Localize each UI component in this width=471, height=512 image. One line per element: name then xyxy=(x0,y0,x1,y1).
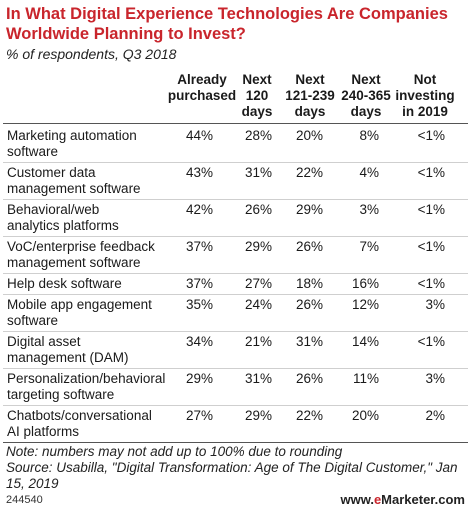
row-label: Digital asset management (DAM) xyxy=(7,334,129,365)
table-cell: 37% xyxy=(185,276,213,291)
table-cell: 29% xyxy=(295,202,323,217)
table-cell: 22% xyxy=(295,165,323,180)
table-cell: 18% xyxy=(295,276,323,291)
row-label: Marketing automation software xyxy=(7,128,137,159)
table-cell: <1% xyxy=(417,239,445,254)
column-header: Next 240-365 days xyxy=(341,72,391,119)
source-note: Source: Usabilla, "Digital Transformatio… xyxy=(6,460,458,491)
row-divider xyxy=(3,273,468,274)
table-cell: 3% xyxy=(359,202,379,217)
header-divider xyxy=(3,123,468,124)
column-header: Next 121-239 days xyxy=(285,72,335,119)
table-cell: 3% xyxy=(425,371,445,386)
table-cell: 27% xyxy=(244,276,272,291)
chart-subtitle: % of respondents, Q3 2018 xyxy=(6,46,177,62)
row-divider xyxy=(3,442,468,443)
table-cell: 8% xyxy=(359,128,379,143)
table-cell: <1% xyxy=(417,276,445,291)
row-divider xyxy=(3,162,468,163)
row-label: Help desk software xyxy=(7,276,122,291)
table-cell: 27% xyxy=(185,408,213,423)
table-cell: 29% xyxy=(185,371,213,386)
rounding-note: Note: numbers may not add up to 100% due… xyxy=(6,444,343,459)
table-cell: 29% xyxy=(244,408,272,423)
column-header: Already purchased xyxy=(167,72,237,103)
table-cell: 29% xyxy=(244,239,272,254)
table-cell: <1% xyxy=(417,202,445,217)
row-divider xyxy=(3,368,468,369)
table-cell: 24% xyxy=(244,297,272,312)
row-label: Customer data management software xyxy=(7,165,141,196)
table-cell: 31% xyxy=(295,334,323,349)
table-cell: 21% xyxy=(244,334,272,349)
row-label: Mobile app engagement software xyxy=(7,297,152,328)
table-cell: 44% xyxy=(185,128,213,143)
chart-title: In What Digital Experience Technologies … xyxy=(6,5,448,43)
table-cell: 34% xyxy=(185,334,213,349)
row-label: Chatbots/conversational AI platforms xyxy=(7,408,152,439)
column-header: Next 120 days xyxy=(241,72,273,119)
table-cell: 35% xyxy=(185,297,213,312)
table-cell: 14% xyxy=(351,334,379,349)
row-label: VoC/enterprise feedback management softw… xyxy=(7,239,155,270)
table-cell: 31% xyxy=(244,165,272,180)
brand-e: e xyxy=(373,492,382,507)
table-cell: 20% xyxy=(351,408,379,423)
table-cell: 20% xyxy=(295,128,323,143)
table-cell: 26% xyxy=(295,371,323,386)
table-cell: 4% xyxy=(359,165,379,180)
row-label: Personalization/behavioral targeting sof… xyxy=(7,371,166,402)
table-cell: 26% xyxy=(244,202,272,217)
table-cell: <1% xyxy=(417,128,445,143)
table-cell: 26% xyxy=(295,239,323,254)
table-cell: 12% xyxy=(351,297,379,312)
table-cell: 7% xyxy=(359,239,379,254)
row-divider xyxy=(3,199,468,200)
row-label: Behavioral/web analytics platforms xyxy=(7,202,119,233)
table-cell: 42% xyxy=(185,202,213,217)
table-cell: <1% xyxy=(417,165,445,180)
row-divider xyxy=(3,294,468,295)
table-cell: 31% xyxy=(244,371,272,386)
brand-rest: Marketer.com xyxy=(381,492,465,507)
table-cell: 2% xyxy=(425,408,445,423)
row-divider xyxy=(3,405,468,406)
table-cell: 22% xyxy=(295,408,323,423)
row-divider xyxy=(3,236,468,237)
table-cell: 26% xyxy=(295,297,323,312)
table-cell: <1% xyxy=(417,334,445,349)
brand-prefix: www. xyxy=(340,492,374,507)
table-cell: 3% xyxy=(425,297,445,312)
table-cell: 43% xyxy=(185,165,213,180)
chart-id: 244540 xyxy=(6,494,43,506)
footnote: Note: numbers may not add up to 100% due… xyxy=(6,444,466,492)
emarketer-logo: www.eMarketer.com xyxy=(340,492,465,507)
column-header: Not investing in 2019 xyxy=(395,72,455,119)
table-cell: 37% xyxy=(185,239,213,254)
table-cell: 16% xyxy=(351,276,379,291)
table-cell: 28% xyxy=(244,128,272,143)
table-cell: 11% xyxy=(352,371,379,386)
row-divider xyxy=(3,331,468,332)
